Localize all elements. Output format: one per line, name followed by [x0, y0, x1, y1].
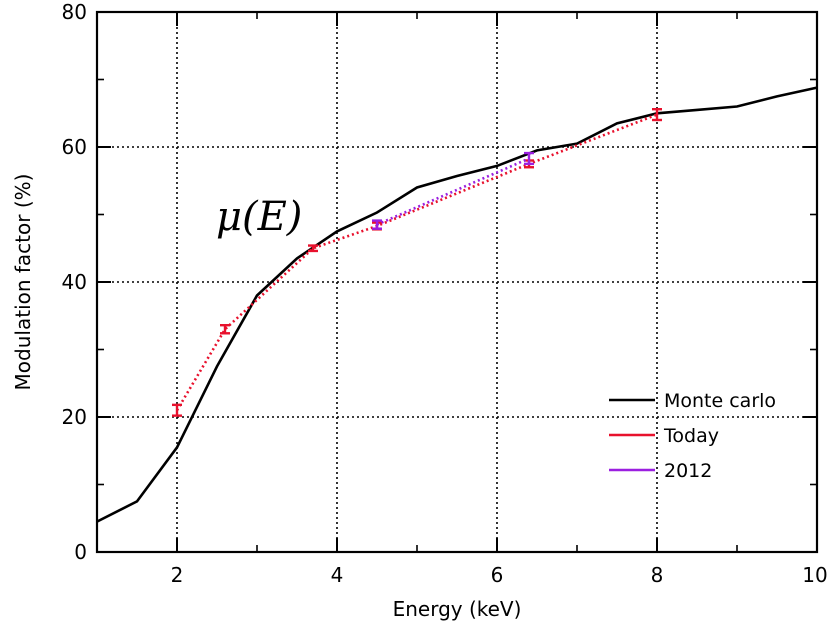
x-tick-label: 4	[331, 563, 344, 587]
error-bar	[172, 403, 182, 417]
legend-item-monte-carlo: Monte carlo	[609, 390, 776, 412]
y-tick-label: 0	[74, 540, 87, 564]
grid-layer	[97, 12, 817, 552]
mu-e-annotation: μ(E)	[216, 194, 302, 240]
legend-label: Today	[663, 425, 719, 447]
error-bar	[308, 244, 318, 253]
series-line-2012	[376, 157, 530, 226]
y-tick-label: 20	[62, 405, 87, 429]
error-bar	[652, 107, 662, 122]
x-tick-label: 8	[651, 563, 664, 587]
legend-item-2012: 2012	[609, 460, 712, 482]
error-bar	[524, 151, 534, 166]
series-line-today	[175, 113, 658, 411]
series-line-monte-carlo	[96, 86, 818, 523]
y-tick-label: 60	[62, 135, 87, 159]
axes-layer: 2 4 6 8 10 0 20 40 60 80	[62, 0, 828, 587]
legend: Monte carlo Today 2012	[609, 390, 776, 482]
y-tick-label: 80	[62, 0, 87, 24]
legend-label: Monte carlo	[664, 390, 776, 412]
error-bar	[220, 324, 230, 335]
x-tick-label: 6	[491, 563, 504, 587]
x-axis-title: Energy (keV)	[393, 597, 522, 621]
labels-layer: Energy (keV) Modulation factor (%) μ(E)	[11, 174, 521, 621]
y-tick-label: 40	[62, 270, 87, 294]
x-tick-label: 10	[802, 563, 827, 587]
series-layer	[96, 86, 818, 523]
y-axis-title: Modulation factor (%)	[11, 174, 35, 391]
legend-item-today: Today	[609, 425, 719, 447]
error-bar	[372, 219, 382, 230]
x-tick-label: 2	[171, 563, 184, 587]
legend-label: 2012	[664, 460, 712, 482]
